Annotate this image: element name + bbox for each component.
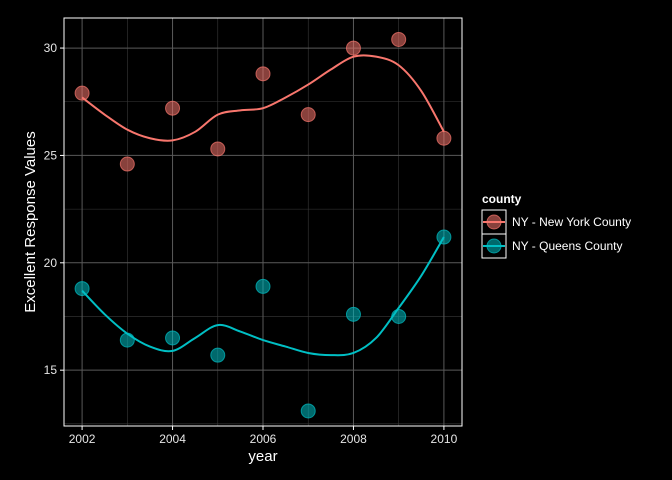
x-axis-ticks: 2002 2004 2006 2008 2010 bbox=[69, 426, 458, 446]
smooth-line bbox=[81, 54, 445, 142]
legend-key-point bbox=[486, 214, 502, 230]
y-tick-label: 20 bbox=[44, 256, 58, 270]
data-point bbox=[345, 306, 361, 322]
y-tick-label: 25 bbox=[44, 148, 58, 162]
y-tick-label: 15 bbox=[44, 363, 58, 377]
x-tick-label: 2006 bbox=[250, 432, 277, 446]
legend-label: NY - New York County bbox=[512, 215, 631, 229]
data-point bbox=[210, 141, 226, 157]
data-point bbox=[119, 332, 135, 348]
data-point bbox=[165, 330, 181, 346]
legend-title: county bbox=[482, 192, 522, 206]
data-point bbox=[165, 100, 181, 116]
data-point bbox=[391, 31, 407, 47]
data-point bbox=[300, 403, 316, 419]
data-point bbox=[119, 156, 135, 172]
legend-label: NY - Queens County bbox=[512, 239, 623, 253]
data-point bbox=[391, 308, 407, 324]
legend: county NY - New York County NY - Queens C… bbox=[481, 192, 631, 259]
data-point bbox=[436, 229, 452, 245]
y-axis-ticks: 15 20 25 30 bbox=[44, 41, 64, 377]
data-point bbox=[74, 85, 90, 101]
data-point bbox=[436, 130, 452, 146]
y-tick-label: 30 bbox=[44, 41, 58, 55]
data-point bbox=[74, 281, 90, 297]
y-axis-title: Excellent Response Values bbox=[22, 131, 39, 313]
x-tick-label: 2008 bbox=[340, 432, 367, 446]
x-tick-label: 2004 bbox=[159, 432, 186, 446]
data-point bbox=[210, 347, 226, 363]
data-point bbox=[255, 278, 271, 294]
data-point bbox=[255, 66, 271, 82]
legend-key-point bbox=[486, 238, 502, 254]
x-axis-title: year bbox=[248, 448, 277, 465]
smooth-line bbox=[81, 236, 445, 357]
x-tick-label: 2002 bbox=[69, 432, 96, 446]
data-points bbox=[74, 31, 452, 419]
grid bbox=[64, 18, 462, 426]
smooth-lines bbox=[81, 54, 445, 357]
x-tick-label: 2010 bbox=[431, 432, 458, 446]
data-point bbox=[300, 107, 316, 123]
data-point bbox=[345, 40, 361, 56]
